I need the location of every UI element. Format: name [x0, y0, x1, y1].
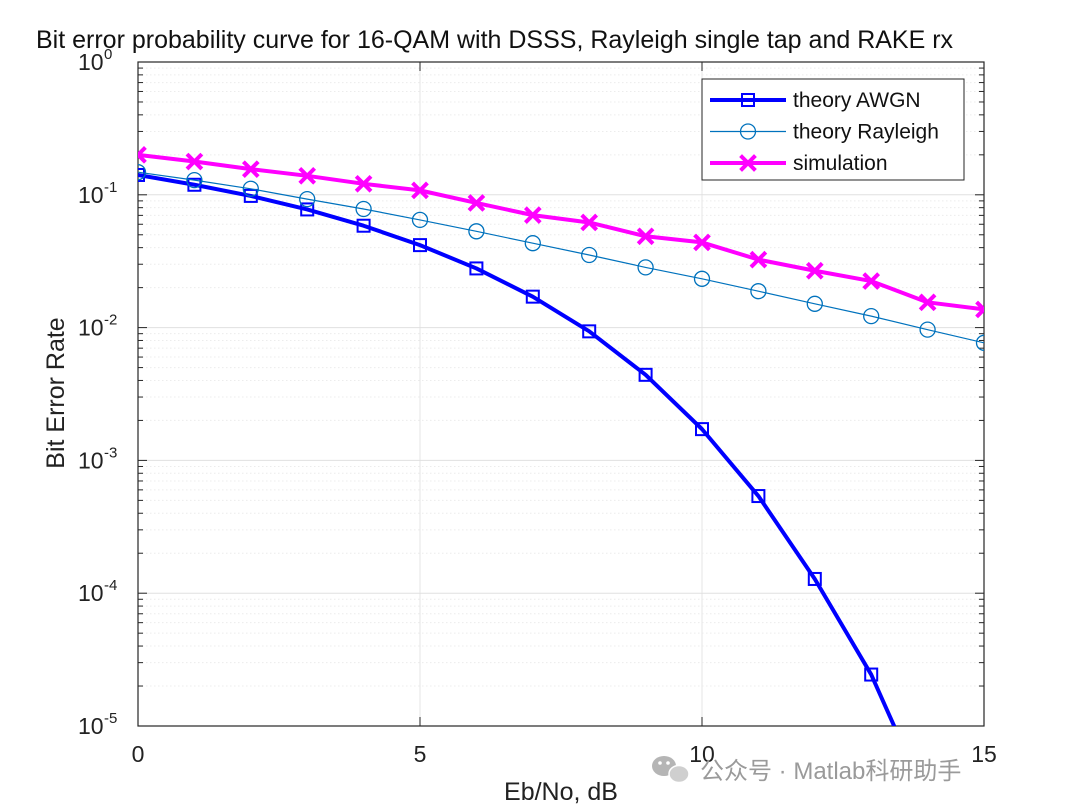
marker-circle — [919, 321, 936, 338]
marker-x — [354, 174, 373, 193]
x-tick-label: 5 — [414, 741, 427, 767]
y-tick-base: 10 — [78, 182, 104, 208]
marker-x — [467, 194, 486, 212]
marker-circle — [242, 180, 259, 197]
chart-title: Bit error probability curve for 16-QAM w… — [36, 26, 954, 54]
watermark-text: 公众号 · Matlab科研助手 — [700, 758, 961, 785]
legend-label: theory AWGN — [793, 89, 921, 112]
marker-square — [300, 202, 315, 217]
legend-label: theory Rayleigh — [793, 121, 939, 144]
series-line — [138, 173, 897, 726]
marker-circle — [637, 259, 654, 276]
series-line — [138, 152, 984, 312]
y-tick-base: 10 — [78, 713, 104, 739]
marker-square — [243, 188, 258, 203]
marker-x — [693, 233, 711, 252]
marker-x — [185, 152, 204, 171]
marker-x — [739, 154, 757, 172]
watermark: 公众号 · Matlab科研助手 — [652, 756, 961, 785]
legend: theory AWGN theory Rayleigh simulation — [701, 78, 965, 181]
y-tick-exponent: -4 — [104, 577, 117, 594]
y-tick-exponent: -5 — [104, 710, 117, 727]
marker-x — [749, 250, 768, 269]
legend-entry: theory AWGN — [710, 89, 921, 112]
y-tick-base: 10 — [78, 49, 104, 75]
marker-x — [523, 206, 542, 224]
marker-circle — [524, 235, 541, 252]
y-tick-exponent: -3 — [104, 444, 117, 461]
marker-x — [918, 293, 937, 312]
marker-circle — [975, 334, 984, 351]
y-tick-label: 10 -5 — [78, 710, 117, 739]
data-series — [138, 145, 984, 726]
marker-x — [241, 160, 260, 178]
x-tick-label: 0 — [132, 741, 145, 767]
y-tick-base: 10 — [78, 315, 104, 341]
marker-square — [864, 667, 879, 682]
marker-square — [469, 261, 484, 276]
legend-entry: simulation — [710, 152, 888, 175]
marker-square — [751, 489, 766, 504]
y-tick-label: 10 -4 — [78, 577, 117, 606]
marker-square — [807, 571, 822, 586]
marker-x — [975, 300, 984, 319]
y-tick-base: 10 — [78, 580, 104, 606]
marker-circle — [806, 295, 823, 312]
marker-x — [411, 181, 429, 200]
y-tick-label: 10 0 — [78, 46, 112, 75]
y-tick-base: 10 — [78, 447, 104, 473]
x-tick-label: 10 — [689, 741, 715, 767]
marker-x — [580, 213, 599, 232]
marker-circle — [355, 200, 372, 218]
series-simulation — [138, 145, 984, 319]
marker-circle — [468, 223, 485, 240]
plot-area-frame — [137, 61, 985, 727]
marker-circle — [138, 164, 147, 181]
marker-circle — [863, 307, 880, 325]
legend-entry: theory Rayleigh — [710, 121, 939, 144]
y-tick-label: 10 -3 — [78, 444, 117, 473]
marker-circle — [299, 190, 316, 208]
marker-square — [138, 167, 145, 182]
marker-square — [695, 422, 709, 437]
marker-circle — [693, 270, 711, 287]
marker-square — [638, 367, 653, 382]
marker-circle — [739, 123, 757, 140]
y-tick-exponent: -2 — [104, 312, 117, 329]
y-tick-label: 10 -1 — [78, 179, 117, 208]
y-tick-label: 10 -2 — [78, 312, 117, 341]
marker-circle — [411, 211, 429, 229]
marker-circle — [186, 171, 203, 189]
y-tick-exponent: -1 — [104, 179, 117, 196]
series-theory-awgn — [138, 167, 897, 726]
marker-x — [636, 227, 655, 246]
legend-items: theory AWGN theory Rayleigh simulation — [710, 89, 939, 175]
marker-square — [741, 93, 755, 107]
series-theory-rayleigh — [138, 164, 984, 351]
marker-square — [582, 324, 597, 339]
x-tick-label: 15 — [971, 741, 997, 767]
marker-square — [356, 218, 371, 233]
y-tick-exponent: 0 — [104, 46, 112, 63]
marker-square — [413, 238, 427, 253]
marker-square — [525, 289, 540, 304]
wechat-icon — [652, 756, 690, 784]
legend-label: simulation — [793, 152, 888, 175]
marker-x — [805, 261, 824, 280]
marker-x — [298, 166, 317, 185]
marker-x — [138, 145, 147, 164]
x-axis-label: Eb/No, dB — [504, 778, 618, 806]
marker-x — [862, 272, 881, 290]
series-line — [138, 171, 984, 344]
y-axis-label: Bit Error Rate — [42, 317, 70, 468]
marker-circle — [581, 246, 598, 264]
marker-circle — [750, 283, 767, 300]
